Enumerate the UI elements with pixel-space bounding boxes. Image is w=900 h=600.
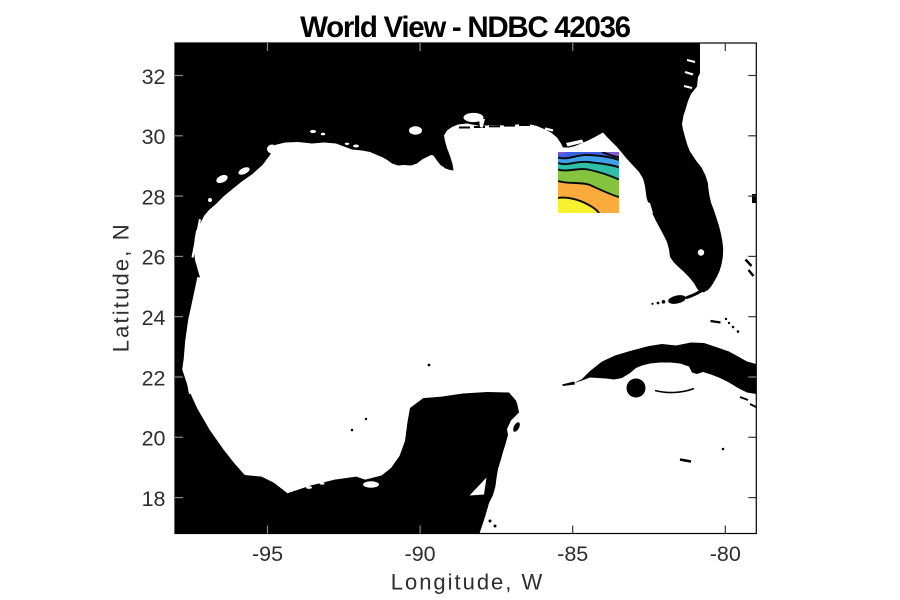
svg-text:20: 20 <box>142 427 166 451</box>
svg-text:32: 32 <box>142 65 166 89</box>
svg-text:-95: -95 <box>252 542 283 566</box>
svg-text:-85: -85 <box>557 542 588 566</box>
svg-text:18: 18 <box>142 487 166 511</box>
svg-text:Latitude, N: Latitude, N <box>109 224 134 352</box>
svg-text:30: 30 <box>142 125 166 149</box>
svg-text:28: 28 <box>142 185 166 209</box>
svg-text:22: 22 <box>142 366 166 390</box>
svg-text:24: 24 <box>142 306 166 330</box>
svg-text:World View - NDBC 42036: World View - NDBC 42036 <box>300 11 631 44</box>
svg-text:26: 26 <box>142 246 166 270</box>
svg-text:-90: -90 <box>405 542 436 566</box>
svg-text:-80: -80 <box>710 542 741 566</box>
svg-text:Longitude, W: Longitude, W <box>391 570 543 595</box>
